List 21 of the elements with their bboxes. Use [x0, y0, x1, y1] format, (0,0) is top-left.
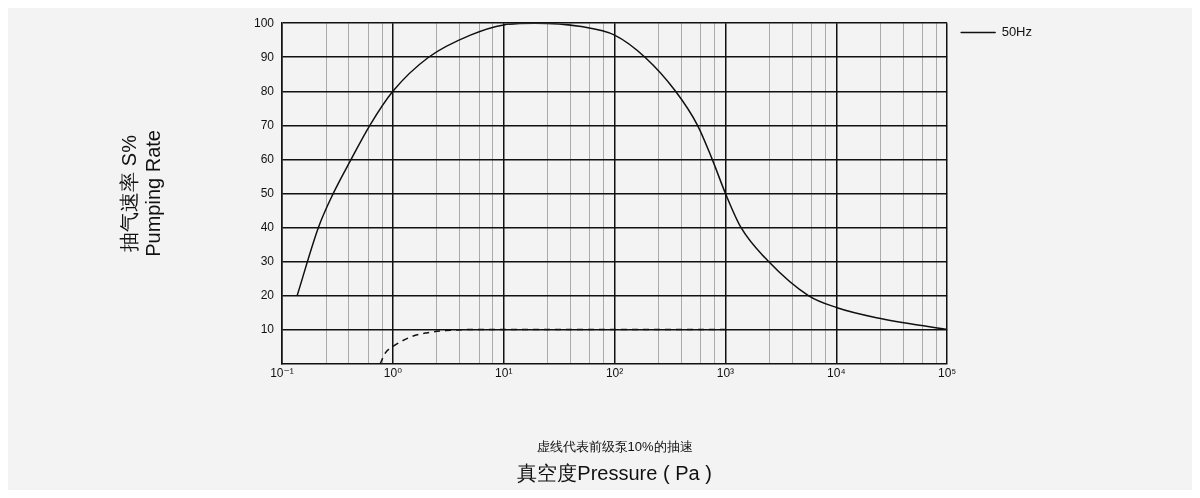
x-tick-label: 10³ [716, 366, 735, 381]
x-tick-label: 10⁻¹ [270, 366, 294, 381]
x-tick-label: 10⁵ [937, 366, 957, 381]
x-tick-label: 10² [605, 366, 624, 381]
y-tick-label: 50 [260, 185, 275, 200]
x-axis-title: 真空度Pressure ( Pa ) [517, 461, 712, 484]
y-tick-label: 100 [253, 15, 275, 30]
text: 虚线代表前级泵10%的抽速 [536, 439, 693, 455]
y-tick-label: 90 [260, 49, 275, 64]
y-tick-label: 70 [260, 117, 275, 132]
x-tick-label: 10⁰ [383, 366, 403, 381]
y-tick-label: 60 [260, 151, 275, 166]
x-tick-label: 10¹ [495, 366, 513, 381]
x-tick-label: 10⁴ [827, 366, 846, 381]
y-tick-label: 40 [260, 219, 275, 234]
y-axis-title: 抽气速率 S% Pumping Rate [117, 130, 164, 257]
y-tick-label: 80 [260, 83, 275, 98]
y-tick-label: 30 [260, 253, 275, 268]
y-tick-label: 10 [260, 321, 275, 336]
legend-label: 50Hz [1001, 24, 1033, 40]
y-tick-label: 20 [260, 287, 275, 302]
